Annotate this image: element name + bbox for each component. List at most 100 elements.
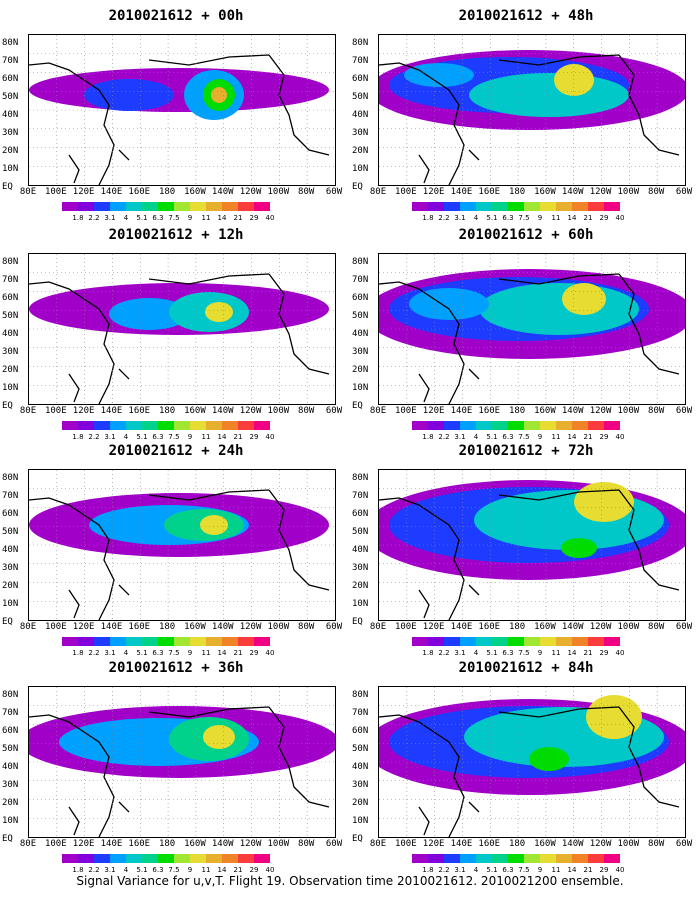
colorbar-swatch [540, 421, 556, 430]
colorbar-swatch [444, 202, 460, 211]
panel-title: 2010021612 + 84h [458, 660, 594, 676]
longitude-label: 100E [394, 839, 417, 849]
latitude-label: 40N [352, 545, 369, 555]
latitude-label: 40N [2, 545, 19, 555]
colorbar [62, 202, 270, 212]
longitude-label: 160W [534, 406, 556, 416]
longitude-label: 140E [100, 839, 123, 849]
colorbar-swatch [94, 637, 110, 646]
latitude-label: 60N [2, 293, 19, 303]
map-panel-24h: 2010021612 + 24h 80N 70N 60N 50N 40N 30N 20N 10N… [2, 443, 346, 661]
colorbar-swatch [460, 202, 476, 211]
colorbar [62, 637, 270, 647]
variance-contour [586, 695, 642, 739]
longitude-label: 140E [450, 839, 473, 849]
colorbar-swatch [604, 637, 620, 646]
longitude-label: 100E [394, 187, 417, 197]
colorbar-label: 1.8 [72, 433, 84, 441]
graticule [29, 470, 335, 620]
colorbar-swatch [540, 202, 556, 211]
colorbar-label: 21 [233, 649, 243, 657]
panel-title: 2010021612 + 48h [458, 8, 594, 24]
variance-contour [562, 283, 606, 315]
longitude-label: 80W [648, 622, 665, 632]
latitude-label: 80N [2, 473, 19, 483]
colorbar-label: 29 [599, 866, 609, 874]
longitude-label: 80E [369, 406, 387, 416]
colorbar-swatch [540, 854, 556, 863]
variance-contour [200, 515, 228, 535]
map-svg [379, 35, 685, 185]
longitude-label: 120W [589, 839, 612, 849]
latitude-label: 30N [352, 563, 369, 573]
coastline [29, 489, 330, 620]
colorbar-label: 9 [187, 649, 193, 657]
colorbar-swatch [174, 421, 190, 430]
longitude-label: 120E [422, 839, 445, 849]
map-panel-48h: 2010021612 + 48h 80N 70N 60N 50N 40N 30N 20N 10N… [352, 8, 696, 226]
colorbar-label: 3.1 [454, 866, 466, 874]
colorbar-swatch [190, 637, 206, 646]
colorbar-swatch [126, 202, 142, 211]
latitude-label: 20N [352, 365, 369, 375]
colorbar-label: 4 [123, 866, 129, 874]
colorbar-swatch [556, 637, 572, 646]
colorbar-label: 14 [217, 649, 227, 657]
colorbar-label: 4 [123, 214, 129, 222]
colorbar-label: 6.3 [152, 433, 164, 441]
latitude-label: 80N [352, 257, 369, 267]
colorbar [62, 421, 270, 431]
longitude-label: 140W [561, 839, 584, 849]
colorbar-swatch [206, 637, 222, 646]
longitude-axis: 80E 100E 120E 140E 160E 180 160W 140W 120W 100W 80… [356, 187, 692, 198]
latitude-label: 60N [352, 74, 369, 84]
colorbar-swatch [508, 421, 524, 430]
longitude-label: 120W [239, 406, 262, 416]
colorbar-labels: 1.8 2.2 3.1 4 5.1 6.3 7.5 9 11 14 21 29 40 [62, 433, 318, 442]
colorbar-label: 2.2 [88, 214, 100, 222]
longitude-label: 80E [369, 622, 387, 632]
longitude-label: 120W [239, 187, 262, 197]
colorbar-labels: 1.8 2.2 3.1 4 5.1 6.3 7.5 9 11 14 21 29 40 [62, 866, 318, 875]
map-plot-area [378, 686, 686, 838]
latitude-label: 20N [2, 365, 19, 375]
colorbar-swatch [508, 854, 524, 863]
longitude-label: 80W [298, 406, 315, 416]
colorbar-swatch [206, 421, 222, 430]
map-panel-00h: 2010021612 + 00h 80N 70N 60N 50N 40N 30N 20N 10N… [2, 8, 346, 226]
colorbar-label: 2.2 [438, 214, 450, 222]
colorbar-label: 21 [583, 214, 593, 222]
longitude-label: 120E [422, 187, 445, 197]
colorbar-label: 7.5 [518, 649, 530, 657]
colorbar-swatch [78, 421, 94, 430]
longitude-label: 80E [19, 187, 37, 197]
latitude-label: 70N [352, 708, 369, 718]
longitude-axis: 80E 100E 120E 140E 160E 180 160W 140W 120W 100W 80… [6, 187, 342, 198]
colorbar-label: 1.8 [72, 866, 84, 874]
longitude-axis: 80E 100E 120E 140E 160E 180 160W 140W 120W 100W 80… [356, 406, 692, 417]
longitude-label: 80W [648, 187, 665, 197]
longitude-label: 160W [534, 839, 556, 849]
longitude-label: 120W [589, 406, 612, 416]
colorbar-label: 4 [123, 433, 129, 441]
colorbar-label: 6.3 [152, 214, 164, 222]
longitude-axis: 80E 100E 120E 140E 160E 180 160W 140W 120W 100W 80… [6, 623, 342, 633]
latitude-label: 70N [352, 56, 369, 66]
colorbar-swatch [492, 637, 508, 646]
latitude-label: EQ [352, 401, 363, 411]
longitude-label: 80W [298, 839, 315, 849]
graticule [379, 687, 685, 837]
colorbar-label: 29 [599, 214, 609, 222]
colorbar-swatch [476, 854, 492, 863]
latitude-label: 80N [2, 38, 19, 48]
colorbar-label: 2.2 [88, 433, 100, 441]
colorbar-swatch [222, 637, 238, 646]
colorbar-swatch [508, 202, 524, 211]
colorbar-label: 7.5 [518, 866, 530, 874]
latitude-label: 50N [352, 744, 369, 754]
colorbar-label: 21 [233, 214, 243, 222]
colorbar-swatch [174, 202, 190, 211]
colorbar-swatch [158, 637, 174, 646]
panel-title: 2010021612 + 72h [458, 443, 594, 459]
longitude-label: 100E [44, 406, 67, 416]
